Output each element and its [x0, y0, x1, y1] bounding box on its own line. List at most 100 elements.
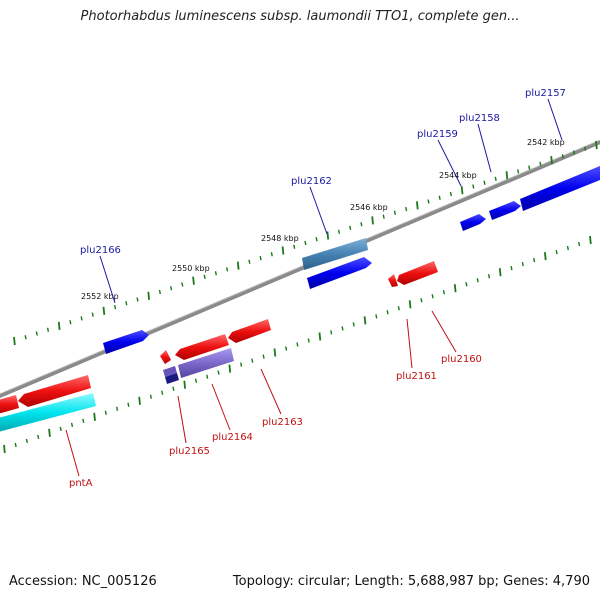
outer-tick-46 — [528, 165, 531, 170]
tick-label-2546: 2546 kbp — [350, 203, 388, 212]
gene-pntA-cyan[interactable] — [0, 393, 96, 432]
gene-plu2165-dark[interactable] — [165, 373, 179, 384]
outer-tick-36 — [416, 201, 419, 210]
gene-plu2164-purple[interactable] — [178, 348, 234, 378]
inner-tick-27 — [307, 338, 310, 343]
label-plu2158[interactable]: plu2158 — [459, 113, 500, 124]
outer-tick-39 — [449, 191, 452, 197]
inner-tick-34 — [386, 310, 389, 315]
outer-tick-16 — [192, 276, 195, 285]
inner-tick-12 — [138, 396, 141, 405]
gene-plu2166[interactable] — [103, 330, 149, 354]
inner-tick-22 — [251, 358, 254, 363]
gene-plu2163[interactable] — [228, 319, 271, 343]
label-plu2166[interactable]: plu2166 — [80, 245, 121, 256]
inner-tick-row — [3, 235, 592, 454]
genome-summary-text: Topology: circular; Length: 5,688,987 bp… — [232, 574, 590, 589]
inner-tick-39 — [442, 290, 445, 295]
outer-tick-17 — [203, 274, 206, 280]
inner-tick-40 — [453, 284, 457, 293]
outer-tick-3 — [46, 327, 50, 332]
outer-tick-44 — [505, 171, 509, 180]
gene-pntA-red-left[interactable] — [0, 395, 19, 414]
genome-backbone-highlight — [0, 139, 600, 395]
label-plu2157[interactable]: plu2157 — [525, 88, 566, 99]
outer-tick-42 — [483, 180, 486, 185]
map-title: Photorhabdus luminescens subsp. laumondi… — [80, 9, 520, 24]
outer-tick-24 — [281, 246, 285, 255]
inner-tick-9 — [104, 410, 107, 415]
inner-tick-50 — [566, 245, 569, 251]
gene-plu2162-a[interactable] — [302, 238, 368, 270]
inner-tick-48 — [544, 252, 547, 261]
outer-tick-14 — [170, 286, 173, 291]
inner-tick-47 — [533, 257, 536, 263]
gene-pntA-red[interactable] — [18, 375, 91, 407]
label-plu2161[interactable]: plu2161 — [396, 371, 437, 382]
inner-tick-28 — [318, 332, 322, 341]
tick-label-2550: 2550 kbp — [172, 264, 210, 273]
inner-tick-23 — [262, 354, 265, 359]
outer-tick-10 — [125, 301, 128, 306]
inner-tick-15 — [172, 386, 175, 391]
inner-tick-42 — [476, 278, 479, 283]
gene-plu2161[interactable] — [388, 274, 398, 287]
outer-tick-51 — [584, 146, 587, 151]
outer-tick-23 — [270, 252, 273, 257]
gene-plu2162-b[interactable] — [307, 257, 372, 289]
inner-tick-41 — [465, 282, 468, 287]
inner-tick-51 — [578, 241, 581, 247]
gene-plu2158[interactable] — [489, 201, 521, 220]
outer-tick-19 — [226, 267, 229, 272]
gene-plu2165-red[interactable] — [160, 350, 171, 364]
accession-text: Accession: NC_005126 — [9, 574, 157, 589]
inner-tick-44 — [498, 268, 502, 277]
gene-plu2165-purple[interactable] — [163, 366, 177, 377]
inner-tick-32 — [363, 316, 367, 325]
inner-tick-8 — [93, 412, 96, 421]
inner-tick-21 — [240, 362, 243, 367]
outer-tick-11 — [136, 297, 139, 302]
gene-plu2164-red[interactable] — [175, 334, 229, 360]
inner-tick-4 — [48, 428, 51, 437]
label-pntA[interactable]: pntA — [69, 478, 93, 489]
inner-tick-3 — [37, 434, 40, 440]
inner-tick-45 — [510, 265, 513, 271]
gene-plu2157[interactable] — [520, 166, 600, 211]
outer-tick-2 — [35, 331, 38, 336]
inner-tick-7 — [82, 418, 85, 424]
inner-tick-38 — [431, 294, 434, 299]
outer-tick-1 — [24, 335, 27, 340]
outer-tick-48 — [550, 156, 553, 165]
inner-tick-17 — [194, 378, 198, 383]
inner-tick-37 — [420, 298, 423, 303]
outer-tick-41 — [472, 184, 475, 189]
inner-tick-29 — [330, 330, 333, 335]
inner-tick-35 — [397, 306, 400, 311]
outer-tick-27 — [315, 237, 318, 242]
outer-tick-47 — [539, 161, 542, 166]
inner-tick-49 — [555, 249, 558, 255]
outer-tick-28 — [326, 231, 330, 240]
outer-tick-30 — [349, 225, 352, 231]
gene-plu2160[interactable] — [397, 261, 438, 285]
outer-tick-33 — [382, 214, 385, 219]
label-plu2162[interactable]: plu2162 — [291, 176, 332, 187]
label-plu2163[interactable]: plu2163 — [262, 417, 303, 428]
gene-plu2159[interactable] — [460, 214, 486, 231]
tick-label-2548: 2548 kbp — [261, 234, 299, 243]
outer-tick-34 — [393, 210, 396, 215]
inner-tick-20 — [228, 364, 232, 373]
label-plu2160[interactable]: plu2160 — [441, 354, 482, 365]
label-plu2164[interactable]: plu2164 — [212, 432, 253, 443]
outer-tick-32 — [371, 216, 374, 225]
outer-tick-25 — [293, 244, 296, 249]
label-plu2165[interactable]: plu2165 — [169, 446, 210, 457]
inner-tick-1 — [14, 442, 17, 448]
outer-tick-15 — [181, 282, 184, 287]
inner-tick-43 — [487, 274, 491, 279]
inner-tick-31 — [352, 322, 355, 327]
inner-tick-26 — [296, 342, 299, 347]
label-plu2159[interactable]: plu2159 — [417, 129, 458, 140]
